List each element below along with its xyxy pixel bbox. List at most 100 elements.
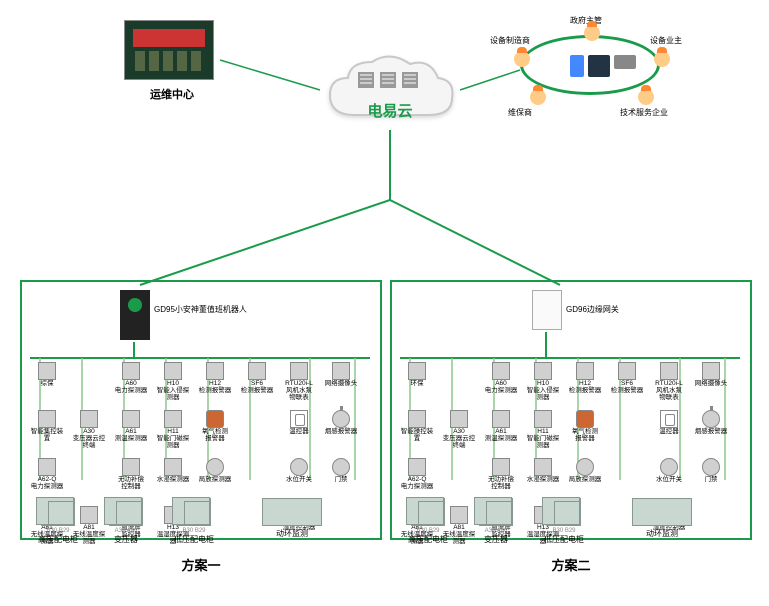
sensor-label: 局放探测器 [569,477,602,484]
sensor-cell: A61 测温探测器 [482,410,520,454]
sensor-cell: H12 检测报警器 [566,362,604,406]
stake-label-br: 技术服务企业 [620,107,668,118]
stake-label-tl: 设备制造商 [490,35,530,46]
sensor-label: H12 检测报警器 [569,381,602,395]
sensor-label: 水位开关 [656,477,682,484]
cabinet-label: 变压器 [96,534,156,545]
sensor-label: A61 测温探测器 [115,429,148,443]
cabinet-icon [262,498,322,526]
cabinet-icon [632,498,692,526]
sensor-icon [492,458,510,476]
device-laptop-icon [614,55,636,69]
cloud-label: 电易云 [320,100,460,121]
sensor-label: 智能操控装置 [398,429,436,443]
sensor-label: 门禁 [705,477,718,484]
sensor-label: 温控器 [659,429,679,436]
sensor-label: H11 智能门磁探测器 [154,429,192,449]
sensor-label: 门禁 [335,477,348,484]
sensor-cell: SF6 检测报警器 [608,362,646,406]
sensor-icon [38,458,56,476]
cabinet-icon [41,498,75,526]
sensor-cell: RTU20i-L 风机水泵 物联表 [280,362,318,406]
cabinet-label: 低压配电柜 [534,534,594,545]
person-icon [638,89,654,105]
gateway2: GD96边缘网关 [532,290,562,332]
sensor-cell: H10 智能入侵探测器 [154,362,192,406]
sensor-cell: A62-Q 电力探测器 [398,458,436,502]
cabinet-icon [177,498,211,526]
sensor-label: H10 智能入侵探测器 [154,381,192,401]
sensor-cell: 局放探测器 [196,458,234,502]
sensor-icon [534,458,552,476]
sensor-icon [576,410,594,428]
solution2-title: 方案二 [390,555,752,574]
sensor-cell: 局放探测器 [566,458,604,502]
sensor-icon [408,362,426,380]
sensor-icon [206,410,224,428]
sensor-icon [702,362,720,380]
sensor-cell: 无功补偿 控制器 [482,458,520,502]
cabinet-item: B30 B29高压配电柜 [28,498,88,536]
sensor-icon [492,410,510,428]
sensor-cell: H11 智能门磁探测器 [154,410,192,454]
sensor-cell: A30 变压器云控终端 [440,410,478,454]
sensor-cell: 门禁 [322,458,360,502]
sensor-label: SF6 检测报警器 [611,381,644,395]
sensor-cell: A62-Q 电力探测器 [28,458,66,502]
sensor-icon [618,362,636,380]
sensor-cell: A61 测温探测器 [112,410,150,454]
sensor-icon [332,458,350,476]
sensor-cell: 门禁 [692,458,730,502]
device-monitor-icon [588,55,610,77]
sensor-cell: 网络摄像头 [692,362,730,406]
sensor-icon [660,362,678,380]
sensor-cell: 水浸探测器 [154,458,192,502]
stake-label-tr: 设备业主 [650,35,682,46]
sensor-icon [290,458,308,476]
ops-center-photo [124,20,214,80]
sensor-icon [206,458,224,476]
cabinet-label: 动环监测 [232,528,352,539]
person-icon [584,25,600,41]
sensor-icon [290,362,308,380]
sensor-label: 无功补偿 控制器 [118,477,144,491]
sensor-cell: 氧气检测 报警器 [566,410,604,454]
sensor-label: 烟感报警器 [325,429,358,436]
cabinet-label: 高压配电柜 [398,534,458,545]
sensor-icon [408,410,426,428]
sensor-label: A60 电力探测器 [485,381,518,395]
sensor-label: A60 电力探测器 [115,381,148,395]
stakeholder-ring: 政府主管 设备制造商 设备业主 维保商 技术服务企业 [500,15,680,115]
sensor-icon [80,410,98,428]
sensor-icon [38,362,56,380]
sensor-cell: A60 电力探测器 [112,362,150,406]
sensor-icon [122,458,140,476]
stake-label-bl: 维保商 [508,107,532,118]
ops-center-label: 运维中心 [150,86,194,102]
sensor-icon [534,410,552,428]
sensor-icon [248,362,266,380]
cabinet-label: 变压器 [466,534,526,545]
cabinet-item: 动环监测 [232,498,352,536]
device-phone-icon [570,55,584,77]
sensor-icon [576,458,594,476]
sensor-icon [164,410,182,428]
person-icon [654,51,670,67]
sensor-icon [702,458,720,476]
sensor-label: A30 变压器云控终端 [440,429,478,449]
sensor-label: H10 智能入侵探测器 [524,381,562,401]
cabinet-item: A30 A30变压器 [96,498,156,536]
sensor-cell: 环保 [398,362,436,406]
sensor-label: 综保 [41,381,54,388]
sensor-icon [290,410,308,428]
sensor-label: 无功补偿 控制器 [488,477,514,491]
cabinet-item: B30 B29高压配电柜 [398,498,458,536]
sensor-icon [660,458,678,476]
sensor-icon [332,362,350,380]
cabinet-label: 动环监测 [602,528,722,539]
sensor-label: A62-Q 电力探测器 [401,477,434,491]
cabinet-icon [547,498,581,526]
sensor-icon [164,458,182,476]
sensor-icon [660,410,678,428]
sensor-icon [450,410,468,428]
